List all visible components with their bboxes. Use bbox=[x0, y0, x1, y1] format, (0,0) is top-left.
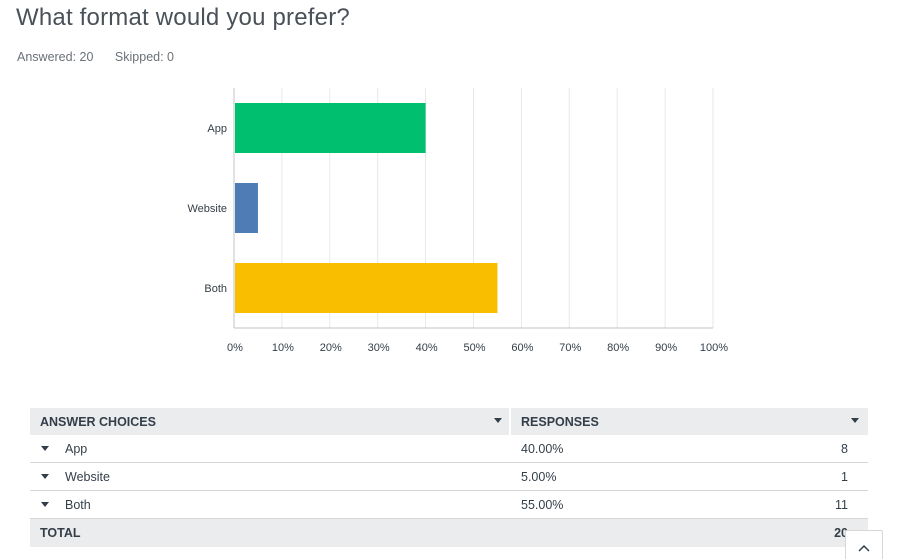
sort-arrow-icon[interactable] bbox=[851, 418, 859, 423]
x-tick-label: 80% bbox=[607, 342, 629, 354]
x-tick-label: 60% bbox=[511, 342, 533, 354]
x-tick-label: 100% bbox=[700, 342, 728, 354]
response-percent: 5.00% bbox=[521, 469, 557, 484]
response-percent: 40.00% bbox=[521, 441, 564, 456]
total-label: TOTAL bbox=[40, 526, 81, 540]
responses-header[interactable]: RESPONSES bbox=[521, 414, 599, 429]
x-tick-label: 0% bbox=[227, 342, 243, 354]
x-tick-label: 40% bbox=[416, 342, 438, 354]
bar bbox=[235, 183, 258, 233]
choice-label: App bbox=[65, 441, 88, 456]
x-tick-label: 50% bbox=[463, 342, 485, 354]
caret-down-icon[interactable] bbox=[41, 474, 49, 479]
category-label: Both bbox=[204, 283, 227, 295]
bar-chart: 0% 10% 20% 30% 40% 50% 60% 70% 80% 90% 100% App Webs… bbox=[187, 88, 728, 354]
answer-choices-header[interactable]: ANSWER CHOICES bbox=[40, 414, 156, 429]
table-header-row: ANSWER CHOICES RESPONSES bbox=[30, 408, 868, 435]
bar bbox=[235, 263, 498, 313]
response-count: 8 bbox=[841, 441, 848, 456]
x-tick-label: 70% bbox=[559, 342, 581, 354]
choice-label: Both bbox=[65, 497, 91, 512]
table-total-row: TOTAL 20 bbox=[30, 519, 868, 547]
table-row: Website 5.00% 1 bbox=[30, 463, 868, 491]
x-tick-label: 20% bbox=[320, 342, 342, 354]
x-tick-label: 10% bbox=[272, 342, 294, 354]
table-row: Both 55.00% 11 bbox=[30, 491, 868, 519]
category-label: App bbox=[207, 123, 227, 135]
chevron-up-icon bbox=[858, 544, 870, 552]
sort-arrow-icon[interactable] bbox=[494, 418, 502, 423]
caret-down-icon[interactable] bbox=[41, 446, 49, 451]
bar bbox=[235, 103, 426, 153]
category-label: Website bbox=[187, 203, 227, 215]
x-tick-label: 30% bbox=[368, 342, 390, 354]
caret-down-icon[interactable] bbox=[41, 502, 49, 507]
response-count: 1 bbox=[841, 469, 848, 484]
skipped-count: Skipped: 0 bbox=[114, 50, 174, 64]
back-to-top-button[interactable] bbox=[845, 530, 883, 559]
choice-label: Website bbox=[65, 469, 110, 484]
table-row: App 40.00% 8 bbox=[30, 435, 868, 463]
header-divider bbox=[509, 408, 511, 435]
responses-table: ANSWER CHOICES RESPONSES App 40.00% 8 We… bbox=[30, 408, 868, 547]
question-title: What format would you prefer? bbox=[16, 4, 350, 31]
answered-count: Answered: 20 bbox=[17, 50, 94, 64]
response-count: 11 bbox=[835, 497, 848, 512]
total-value: 20 bbox=[834, 526, 848, 540]
x-tick-label: 90% bbox=[655, 342, 677, 354]
response-percent: 55.00% bbox=[521, 497, 564, 512]
response-stats: Answered: 20 Skipped: 0 bbox=[17, 50, 192, 64]
